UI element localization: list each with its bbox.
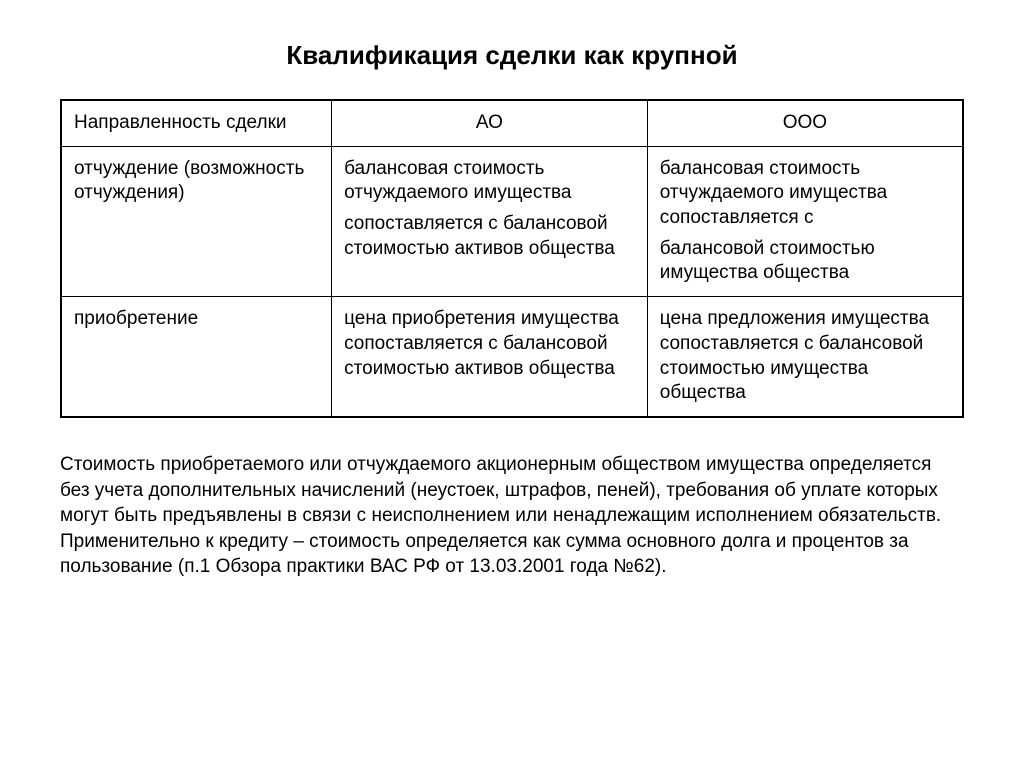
cell-text: сопоставляется с балансовой стоимостью а… [344, 212, 635, 261]
table-row: приобретение цена приобретения имущества… [61, 297, 963, 417]
qualification-table: Направленность сделки АО ООО отчуждение … [60, 99, 964, 418]
cell-direction: отчуждение (возможность отчуждения) [61, 146, 332, 296]
cell-ao: цена приобретения имущества сопоставляет… [332, 297, 648, 417]
col-header-ao: АО [332, 100, 648, 146]
col-header-direction: Направленность сделки [61, 100, 332, 146]
footnote-text: Стоимость приобретаемого или отчуждаемог… [60, 452, 964, 580]
page-title: Квалификация сделки как крупной [60, 40, 964, 71]
cell-ooo: цена предложения имущества сопоставляетс… [647, 297, 963, 417]
cell-ooo: балансовая стоимость отчуждаемого имущес… [647, 146, 963, 296]
table-row: отчуждение (возможность отчуждения) бала… [61, 146, 963, 296]
cell-text: балансовой стоимостью имущества общества [660, 237, 950, 286]
table-header-row: Направленность сделки АО ООО [61, 100, 963, 146]
cell-ao: балансовая стоимость отчуждаемого имущес… [332, 146, 648, 296]
page: Квалификация сделки как крупной Направле… [0, 0, 1024, 580]
col-header-ooo: ООО [647, 100, 963, 146]
cell-direction: приобретение [61, 297, 332, 417]
cell-text: балансовая стоимость отчуждаемого имущес… [344, 157, 635, 206]
cell-text: балансовая стоимость отчуждаемого имущес… [660, 157, 950, 231]
